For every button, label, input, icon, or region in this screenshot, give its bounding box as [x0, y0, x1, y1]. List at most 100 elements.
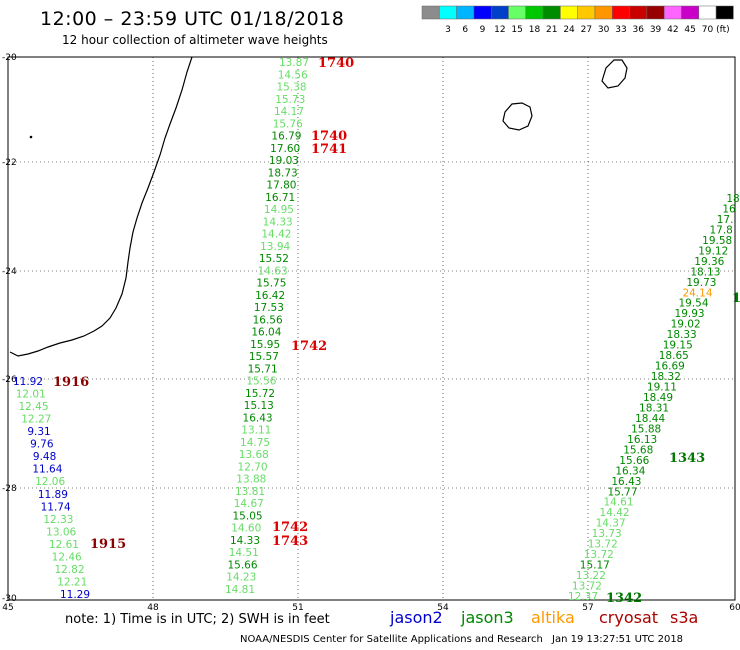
lat-label: -22	[2, 158, 17, 168]
swh-value: 19.15	[663, 340, 693, 352]
swh-value: 15.66	[619, 455, 649, 467]
legend-swatch	[698, 5, 717, 20]
swh-value: 9.31	[27, 426, 50, 438]
pass-time: 1740	[318, 56, 354, 71]
swh-value: 13.22	[576, 570, 606, 582]
legend-tick-label: 36	[633, 25, 645, 35]
swh-value: 19.36	[694, 256, 724, 268]
satellite-label-s3a: s3a	[670, 608, 699, 627]
swh-value: 12.82	[54, 564, 84, 576]
swh-value: 12.70	[238, 461, 268, 473]
swh-value: 16.79	[271, 131, 301, 143]
legend-tick-label: 21	[546, 25, 557, 35]
swh-value: 13.94	[260, 241, 290, 253]
swh-value: 18.13	[690, 266, 720, 278]
lon-label: 54	[437, 603, 449, 613]
swh-value: 13.72	[572, 581, 602, 593]
swh-value: 14.33	[263, 216, 293, 228]
map-frame	[7, 56, 736, 601]
swh-value: 18	[726, 193, 739, 205]
swh-value: 18.73	[268, 167, 298, 179]
swh-value: 14.81	[225, 584, 255, 596]
swh-value: 12.61	[49, 539, 79, 551]
swh-value: 15.72	[245, 388, 275, 400]
lat-label: -26	[2, 375, 17, 385]
swh-value: 17.	[717, 214, 734, 226]
swh-value: 19.03	[269, 155, 299, 167]
swh-value: 16.42	[255, 290, 285, 302]
pass-time: 1343	[669, 451, 705, 466]
legend-swatch	[439, 5, 457, 20]
legend-tick-label: 18	[529, 25, 541, 35]
lon-label: 57	[582, 603, 593, 613]
swh-value: 11.64	[32, 464, 62, 476]
mauritius-island	[601, 59, 628, 89]
swh-value: 12.46	[52, 551, 82, 563]
swh-value: 14.60	[231, 523, 261, 535]
lon-label: 45	[2, 603, 13, 613]
altimeter-tracks: 13.8714.5615.3815.7314.1715.7616.7917.60…	[13, 57, 740, 603]
swh-value: 14.17	[274, 106, 304, 118]
swh-value: 12.37	[568, 591, 598, 603]
legend-swatch	[473, 5, 492, 20]
legend-swatch	[560, 5, 578, 20]
pass-time: 1742	[272, 520, 308, 535]
swh-value: 19.02	[671, 319, 701, 331]
swh-value: 15.38	[276, 82, 306, 94]
legend-swatch	[681, 5, 700, 20]
swh-value: 15.66	[227, 559, 257, 571]
swh-value: 13.72	[588, 539, 618, 551]
swh-value: 11.92	[13, 376, 43, 388]
legend-swatch	[456, 5, 475, 20]
swh-value: 18.44	[635, 413, 665, 425]
color-legend: 3 6 9 12 15 18 21 24 27 30 33 36 39 42 45 70 (ft)	[421, 5, 734, 35]
legend-swatch	[508, 5, 527, 20]
swh-value: 11.74	[41, 501, 71, 513]
legend-swatch	[525, 5, 544, 20]
islet-dot	[29, 135, 33, 139]
legend-unit: (ft)	[716, 25, 730, 35]
legend-swatch	[542, 5, 561, 20]
legend-tick-label: 15	[511, 25, 522, 35]
swh-value: 14.56	[278, 69, 308, 81]
legend-swatch	[421, 5, 440, 20]
swh-value: 14.23	[226, 572, 256, 584]
swh-value: 16	[722, 203, 736, 215]
swh-value: 14.61	[603, 497, 633, 509]
swh-value: 19.58	[702, 235, 732, 247]
legend-tick-label: 6	[462, 25, 468, 35]
swh-value: 13.73	[592, 528, 622, 540]
swh-value: 14.95	[264, 204, 294, 216]
swh-value: 19.11	[647, 382, 677, 394]
swh-value: 14.63	[258, 265, 288, 277]
pass-time: 1916	[53, 375, 89, 390]
swh-value: 13.81	[235, 486, 265, 498]
swh-value: 13.72	[584, 549, 614, 561]
swh-value: 17.53	[254, 302, 284, 314]
pass-time: 1742	[291, 339, 327, 354]
swh-value: 11.89	[38, 489, 68, 501]
footer-note: note: 1) Time is in UTC; 2) SWH is in fe…	[65, 612, 330, 627]
pass-time: 1740	[311, 129, 347, 144]
swh-value: 15.57	[249, 351, 279, 363]
swh-value: 16.43	[243, 412, 273, 424]
swh-value: 15.88	[631, 423, 661, 435]
lon-label: 51	[292, 603, 303, 613]
swh-value: 18.65	[659, 350, 689, 362]
swh-value: 16.56	[253, 314, 283, 326]
swh-value: 9.48	[33, 451, 56, 463]
page-title: 12:00 – 23:59 UTC 01/18/2018	[40, 8, 345, 30]
swh-value: 15.56	[246, 376, 276, 388]
legend-tick-label: 24	[563, 25, 575, 35]
lat-label: -20	[2, 53, 17, 63]
swh-value: 15.68	[623, 444, 653, 456]
swh-value: 15.77	[607, 486, 637, 498]
lon-label: 60	[729, 603, 740, 613]
pass-time: 1741	[311, 142, 347, 157]
lon-label: 48	[147, 603, 159, 613]
swh-value: 17.60	[270, 143, 300, 155]
legend-tick-label: 33	[615, 25, 626, 35]
swh-value: 18.31	[639, 402, 669, 414]
swh-value: 14.75	[240, 437, 270, 449]
